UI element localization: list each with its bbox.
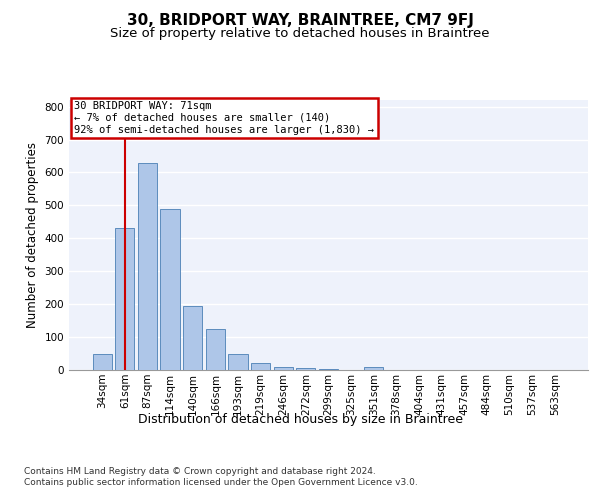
Text: Contains HM Land Registry data © Crown copyright and database right 2024.
Contai: Contains HM Land Registry data © Crown c… [24,468,418,487]
Bar [115,228,134,370]
Bar [206,329,225,370]
Bar [160,208,180,370]
Text: Size of property relative to detached houses in Braintree: Size of property relative to detached ho… [110,28,490,40]
Bar [296,368,316,370]
Text: 30 BRIDPORT WAY: 71sqm
← 7% of detached houses are smaller (140)
92% of semi-det: 30 BRIDPORT WAY: 71sqm ← 7% of detached … [74,102,374,134]
Bar [229,354,248,370]
Bar [92,354,112,370]
Text: Distribution of detached houses by size in Braintree: Distribution of detached houses by size … [137,412,463,426]
Bar [138,162,157,370]
Y-axis label: Number of detached properties: Number of detached properties [26,142,39,328]
Bar [274,366,293,370]
Bar [183,306,202,370]
Text: 30, BRIDPORT WAY, BRAINTREE, CM7 9FJ: 30, BRIDPORT WAY, BRAINTREE, CM7 9FJ [127,12,473,28]
Bar [251,363,270,370]
Bar [364,368,383,370]
